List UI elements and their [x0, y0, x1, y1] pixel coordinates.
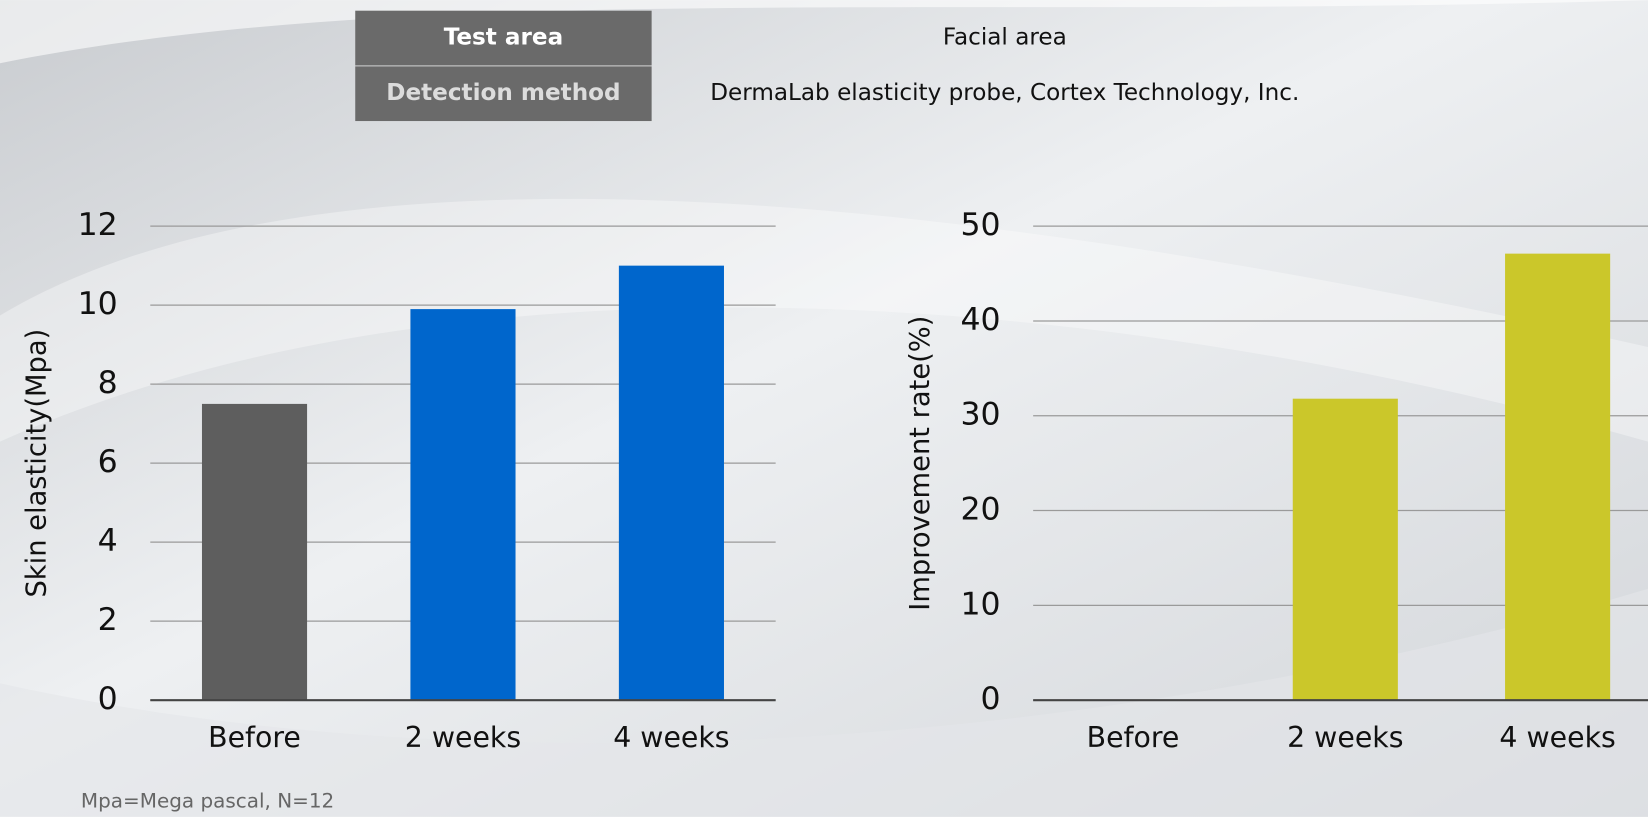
table-header-cell — [355, 10, 652, 66]
bar — [1505, 253, 1611, 701]
chart: 0 2 4 6 8 10 12 Skin elasticity(Mpa) Before 2 wee… — [21, 207, 776, 754]
bar — [201, 403, 308, 701]
x-tick-label: Before — [208, 721, 301, 754]
y-tick-label: 30 — [960, 397, 1000, 433]
background-swoosh — [0, 198, 1648, 442]
table-value: Facial area — [943, 25, 1067, 51]
y-tick-label: 12 — [78, 207, 118, 243]
x-tick-label: 2 weeks — [405, 721, 521, 754]
y-tick-label: 0 — [981, 681, 1001, 717]
y-tick-label: 10 — [78, 286, 118, 322]
footnote: Mpa=Mega pascal, N=12 — [81, 789, 334, 813]
x-tick-label: 4 weeks — [613, 721, 729, 754]
background-swoosh — [0, 588, 1648, 817]
x-tick-label: Before — [1087, 721, 1180, 754]
y-tick-label: 20 — [960, 492, 1000, 528]
table-label: Detection method — [386, 80, 620, 106]
table-label: Test area — [444, 25, 563, 51]
info-table: Test area Detection method Facial area D… — [355, 10, 1299, 122]
table-header-cell — [355, 66, 652, 122]
chart: 0 10 20 30 40 50 Improvement rate(%) Before 2 we… — [905, 207, 1648, 754]
bar — [1292, 398, 1398, 701]
x-tick-label: 4 weeks — [1499, 721, 1615, 754]
y-tick-label: 4 — [98, 523, 118, 559]
y-tick-label: 10 — [960, 586, 1000, 622]
y-axis-label: Improvement rate(%) — [905, 316, 936, 611]
y-tick-label: 6 — [98, 444, 118, 480]
y-tick-label: 40 — [960, 302, 1000, 338]
x-tick-label: 2 weeks — [1287, 721, 1403, 754]
y-tick-label: 8 — [98, 365, 118, 401]
y-tick-label: 50 — [960, 207, 1000, 243]
y-axis-label: Skin elasticity(Mpa) — [21, 329, 52, 598]
y-tick-label: 2 — [98, 602, 118, 638]
y-tick-label: 0 — [98, 681, 118, 717]
table-value: DermaLab elasticity probe, Cortex Techno… — [710, 80, 1299, 106]
bar — [618, 265, 724, 701]
bar — [410, 309, 516, 701]
